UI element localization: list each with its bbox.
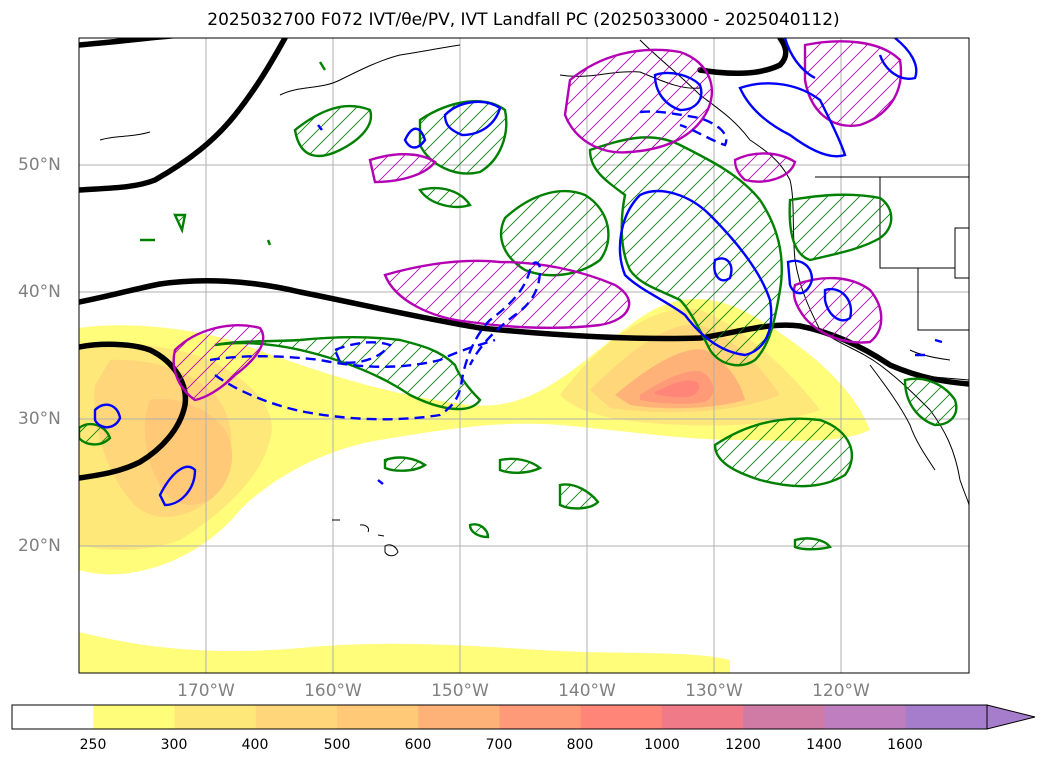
- colorbar-label-800: 800: [566, 737, 594, 753]
- colorbar-swatch-1: [93, 705, 175, 729]
- lon-label-130w: 130°W: [685, 681, 743, 701]
- magenta-region-west: [172, 324, 265, 402]
- colorbar-label-700: 700: [485, 737, 513, 753]
- ivt-pc-magenta-contours: [172, 40, 903, 402]
- lon-label-170w: 170°W: [177, 681, 235, 701]
- mexico-baja-coast: [869, 349, 951, 471]
- pv-contour-west: [93, 403, 197, 507]
- colorbar-swatch-8: [662, 705, 744, 729]
- green-region-oregon: [788, 193, 893, 262]
- colorbar-label-1200: 1200: [725, 737, 761, 753]
- ivt-500-core-west: [144, 399, 233, 505]
- ivt-250-band-south: [79, 632, 730, 673]
- colorbar-extend-triangle: [986, 704, 1036, 730]
- lat-label-20: 20°N: [18, 536, 61, 556]
- colorbar-swatch-3: [255, 705, 338, 729]
- colorbar-swatch-5: [418, 705, 500, 729]
- ivt-pc-green-contours: [79, 61, 958, 551]
- green-region-west-small: [79, 61, 472, 446]
- lat-label-50: 50°N: [18, 155, 61, 175]
- magenta-region-central: [383, 259, 631, 330]
- magenta-region-gulf-alaska: [563, 48, 714, 154]
- lon-label-160w: 160°W: [304, 681, 362, 701]
- pv-contours: [93, 38, 943, 507]
- lon-label-150w: 150°W: [431, 681, 489, 701]
- colorbar-swatch-2: [174, 705, 257, 729]
- colorbar-swatch-0: [12, 705, 94, 729]
- green-region-southeast: [713, 417, 854, 488]
- colorbar-swatch-7: [580, 705, 663, 729]
- colorbar-label-1600: 1600: [887, 737, 923, 753]
- pv-contour-small: [317, 124, 943, 485]
- colorbar-label-400: 400: [241, 737, 269, 753]
- colorbar-swatch-10: [824, 705, 907, 729]
- hawaii-islands: [332, 519, 399, 557]
- colorbar-swatch-6: [499, 705, 582, 729]
- magenta-region-north-small: [368, 152, 797, 184]
- us-borders: [815, 176, 969, 381]
- colorbar: [11, 704, 1036, 730]
- theta-e-contours: [79, 38, 969, 481]
- magenta-region-coast: [792, 276, 883, 344]
- theta-e-contour-mid: [79, 277, 969, 387]
- lon-label-120w: 120°W: [812, 681, 870, 701]
- theta-e-contour-south: [79, 341, 189, 481]
- colorbar-label-300: 300: [160, 737, 188, 753]
- lon-label-140w: 140°W: [558, 681, 616, 701]
- pv-contour-coast-large: [618, 189, 773, 357]
- colorbar-label-600: 600: [404, 737, 432, 753]
- ivt-800-core-east: [655, 380, 700, 398]
- colorbar-label-500: 500: [323, 737, 351, 753]
- map-title: 2025032700 F072 IVT/θe/PV, IVT Landfall …: [207, 10, 840, 30]
- map-frame: [78, 37, 970, 674]
- green-region-baja: [903, 377, 958, 427]
- green-region-gulf: [418, 100, 508, 175]
- pv-contour-coast-small: [713, 257, 853, 322]
- lat-label-30: 30°N: [18, 409, 61, 429]
- pv-contour-gulf-alaska: [653, 71, 847, 158]
- colorbar-frame: [11, 704, 988, 730]
- colorbar-swatch-11: [905, 705, 988, 729]
- green-region-central: [499, 190, 610, 277]
- colorbar-swatch-9: [743, 705, 825, 729]
- green-region-subtropical: [214, 336, 482, 411]
- lat-label-40: 40°N: [18, 282, 61, 302]
- green-region-aleutian: [293, 104, 373, 158]
- colorbar-label-250: 250: [79, 737, 107, 753]
- green-region-south-small: [383, 456, 833, 551]
- pv-contour-gulf: [403, 100, 502, 149]
- magenta-region-northeast: [803, 40, 903, 127]
- colorbar-swatch-4: [337, 705, 419, 729]
- green-region-coast-north: [588, 136, 783, 367]
- theta-e-contour-north: [79, 38, 288, 193]
- pv-contour-northeast: [783, 38, 918, 80]
- colorbar-label-1400: 1400: [806, 737, 842, 753]
- colorbar-label-1000: 1000: [644, 737, 680, 753]
- theta-e-contour-corner: [79, 38, 789, 77]
